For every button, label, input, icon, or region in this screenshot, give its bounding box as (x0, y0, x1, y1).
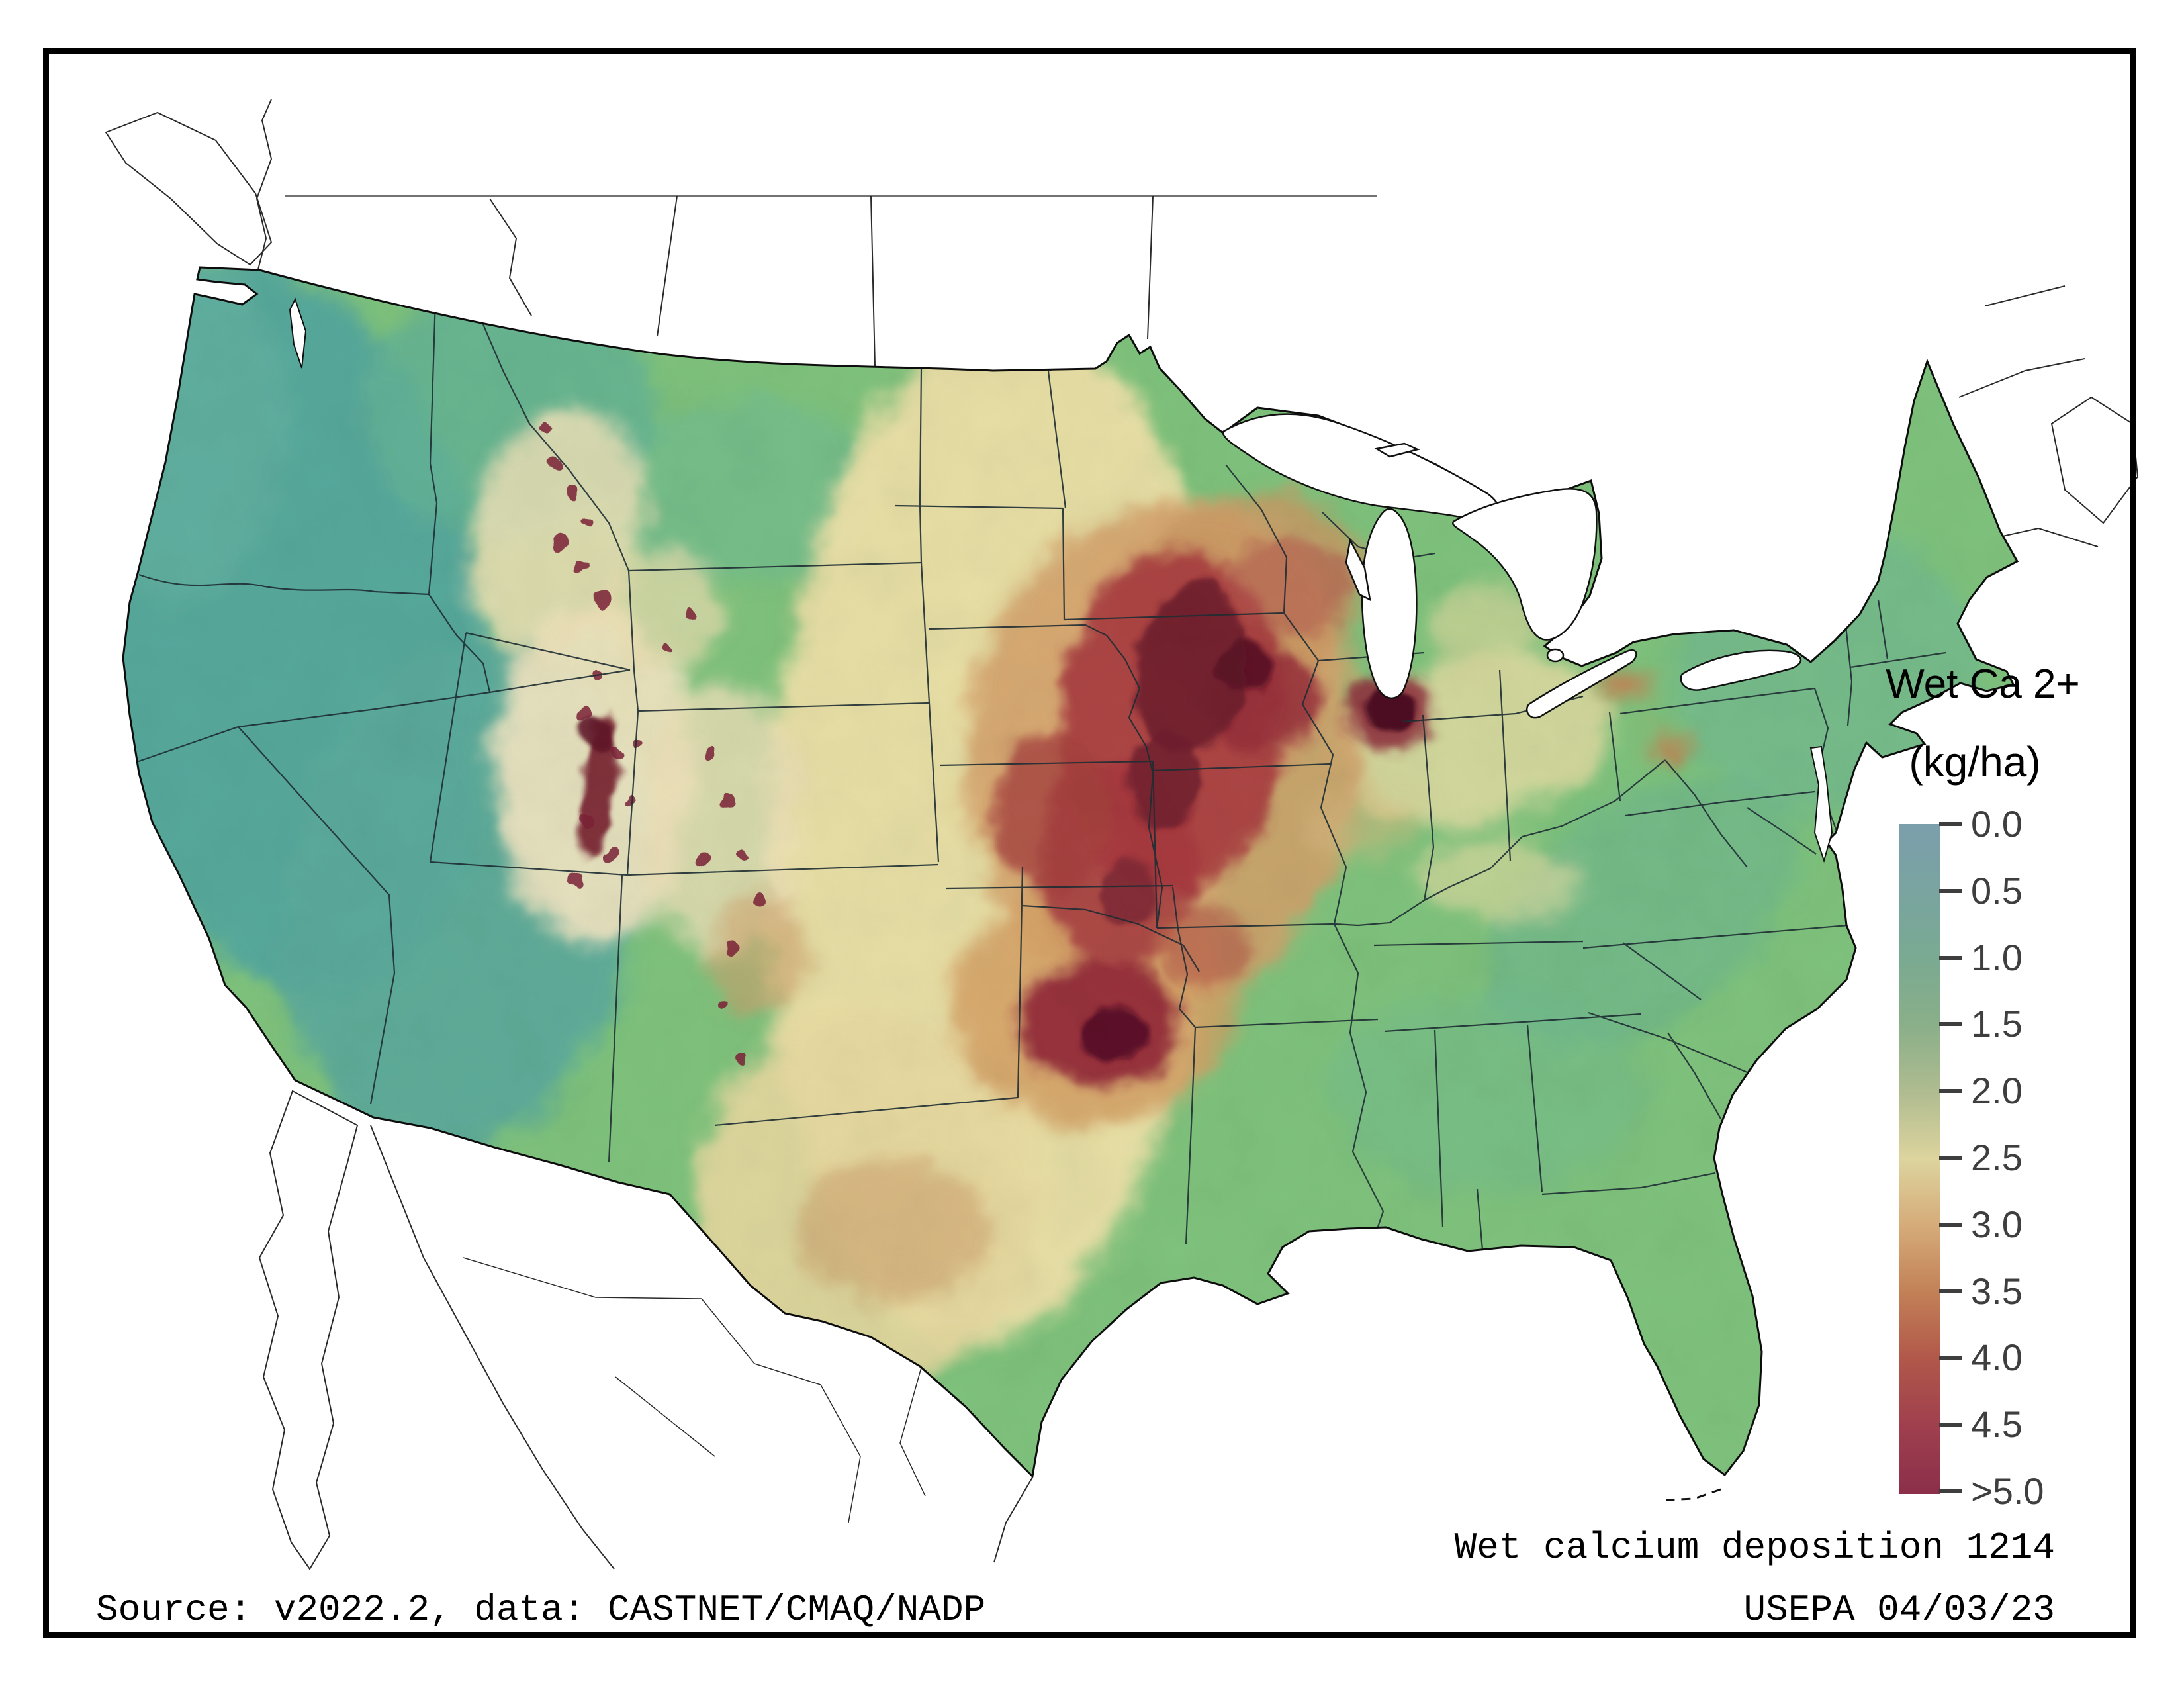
colorbar-tick-7: 3.5 (1939, 1270, 2023, 1312)
tick-label: 3.5 (1971, 1270, 2023, 1312)
mexico-state-line-2 (701, 1298, 821, 1385)
tick-mark (1939, 1156, 1962, 1160)
tick-label: 4.5 (1971, 1403, 2023, 1445)
source-note: Source: v2022.2, data: CASTNET/CMAQ/NADP (96, 1589, 986, 1631)
mexico-gulf-coast (993, 1477, 1033, 1563)
lake-michigan (1361, 508, 1418, 699)
lake-erie (1525, 649, 1637, 719)
colorbar-tick-5: 2.5 (1939, 1137, 2023, 1178)
tick-label: 0.5 (1971, 870, 2023, 912)
map-title: Wet calcium deposition 1214 (1454, 1526, 2055, 1569)
ab-bc-border (489, 198, 532, 316)
florida-keys (1666, 1488, 1721, 1501)
tick-label: 4.0 (1971, 1336, 2023, 1378)
puget-sound (289, 297, 307, 369)
mexico-state-line-3 (615, 1376, 715, 1457)
mexico-state-line-5 (899, 1367, 926, 1497)
anticosti (1985, 285, 2066, 306)
chesapeake-bay (1809, 745, 1833, 863)
colorbar-tick-3: 1.5 (1939, 1003, 2023, 1045)
tick-mark (1939, 1223, 1962, 1227)
legend-unit: (kg/ha) (1909, 738, 2041, 786)
vancouver-island (105, 111, 273, 266)
colorbar-tick-8: 4.0 (1939, 1336, 2023, 1378)
tick-mark (1939, 1356, 1962, 1360)
colorbar (1899, 824, 1940, 1494)
colorbar-tick-0: 0.0 (1939, 803, 2023, 845)
bc-coast (255, 99, 273, 270)
lake-huron (1452, 488, 1598, 641)
tick-label: >5.0 (1971, 1470, 2044, 1512)
tick-label: 1.5 (1971, 1003, 2023, 1045)
tick-mark (1939, 889, 1962, 893)
mexico-state-line-4 (820, 1384, 861, 1523)
tick-label: 2.5 (1971, 1137, 2023, 1178)
tick-mark (1939, 1089, 1962, 1093)
colorbar-tick-10: >5.0 (1939, 1470, 2044, 1512)
legend-title: Wet Ca 2+ (1886, 661, 2080, 707)
tick-mark (1939, 1489, 1962, 1493)
tick-mark (1939, 956, 1962, 960)
colorbar-tick-6: 3.0 (1939, 1203, 2023, 1245)
mb-border (870, 195, 876, 367)
colorbar-tick-9: 4.5 (1939, 1403, 2023, 1445)
tick-label: 3.0 (1971, 1203, 2023, 1245)
neighbor-country-outlines (105, 99, 2139, 1570)
gaspe-line (1958, 358, 2085, 398)
agency-date: USEPA 04/03/23 (1743, 1589, 2055, 1631)
tick-mark (1939, 1022, 1962, 1026)
mexico-state-line-1 (463, 1257, 702, 1299)
nova-scotia (2050, 396, 2139, 524)
mexico-west-coast (370, 1125, 615, 1570)
colorbar-tick-4: 2.0 (1939, 1070, 2023, 1111)
great-lakes (289, 297, 1833, 863)
tick-mark (1939, 822, 1962, 826)
lake-st-clair (1546, 648, 1565, 663)
green-bay (1345, 538, 1371, 602)
tick-label: 0.0 (1971, 803, 2023, 845)
tick-mark (1939, 1423, 1962, 1427)
tick-label: 2.0 (1971, 1070, 2023, 1111)
lake-ontario (1680, 649, 1802, 691)
state-borders (130, 299, 1946, 1250)
isle-royale (1374, 442, 1420, 458)
sk-border (657, 195, 678, 337)
on-border (1147, 195, 1154, 340)
tick-label: 1.0 (1971, 937, 2023, 978)
colorbar-tick-1: 0.5 (1939, 870, 2023, 912)
baja-california (258, 1090, 359, 1570)
colorbar-tick-2: 1.0 (1939, 937, 2023, 978)
tick-mark (1939, 1289, 1962, 1293)
